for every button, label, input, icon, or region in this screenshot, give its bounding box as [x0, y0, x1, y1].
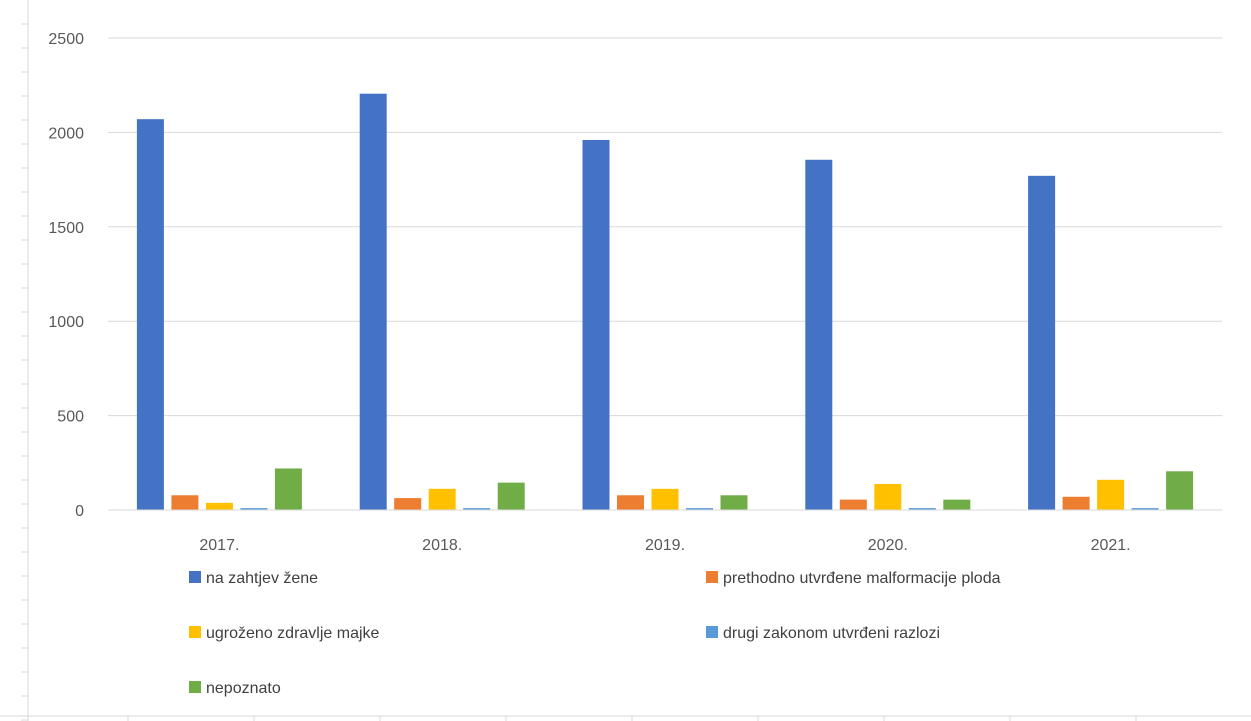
bar — [805, 159, 833, 510]
bars — [136, 93, 1194, 511]
bar — [839, 499, 867, 510]
y-tick-label: 2500 — [48, 31, 84, 48]
bar — [463, 508, 491, 510]
bar — [943, 499, 971, 510]
y-tick-label: 1500 — [48, 220, 84, 237]
bar — [874, 483, 902, 510]
legend-item: na zahtjev žene — [189, 570, 318, 587]
bar — [582, 139, 610, 510]
legend-swatch — [189, 571, 201, 583]
y-tick-label: 1000 — [48, 314, 84, 331]
legend-label: drugi zakonom utvrđeni razlozi — [723, 625, 940, 642]
bar — [240, 508, 268, 510]
legend-swatch — [706, 626, 718, 638]
legend-item: nepoznato — [189, 680, 281, 697]
bar — [908, 508, 936, 510]
legend-label: ugroženo zdravlje majke — [206, 625, 380, 642]
legend-swatch — [189, 626, 201, 638]
legend-item: ugroženo zdravlje majke — [189, 625, 380, 642]
bar — [205, 502, 233, 510]
bar — [136, 119, 164, 511]
x-tick-label: 2017. — [199, 537, 239, 554]
x-tick-label: 2020. — [868, 537, 908, 554]
bar — [1028, 175, 1056, 510]
legend: na zahtjev žene prethodno utvrđene malfor… — [189, 570, 1001, 697]
x-tick-label: 2021. — [1091, 537, 1131, 554]
bar — [171, 495, 199, 510]
bar — [651, 488, 679, 510]
bar — [428, 488, 456, 510]
bar — [720, 495, 748, 510]
bar — [274, 468, 302, 510]
bar — [497, 482, 525, 510]
bar — [1131, 508, 1159, 510]
legend-label: nepoznato — [206, 680, 281, 697]
y-tick-label: 0 — [75, 503, 84, 520]
bar — [686, 508, 713, 510]
legend-swatch — [189, 681, 201, 693]
legend-label: na zahtjev žene — [206, 570, 318, 587]
bar — [1097, 479, 1125, 510]
legend-label: prethodno utvrđene malformacije ploda — [723, 570, 1001, 587]
y-tick-label: 2000 — [48, 125, 84, 142]
legend-item: prethodno utvrđene malformacije ploda — [706, 570, 1001, 587]
x-tick-label: 2019. — [645, 537, 685, 554]
bar — [394, 498, 422, 510]
bar — [1062, 496, 1090, 510]
bar — [617, 495, 644, 510]
bar — [1166, 471, 1194, 510]
bar — [359, 93, 387, 511]
y-tick-label: 500 — [57, 409, 84, 426]
axes: 0 500 1000 1500 2000 2500 2017. 2018. 2019. 2020.… — [48, 31, 1222, 554]
x-tick-label: 2018. — [422, 537, 462, 554]
legend-item: drugi zakonom utvrđeni razlozi — [706, 625, 940, 642]
legend-swatch — [706, 571, 718, 583]
